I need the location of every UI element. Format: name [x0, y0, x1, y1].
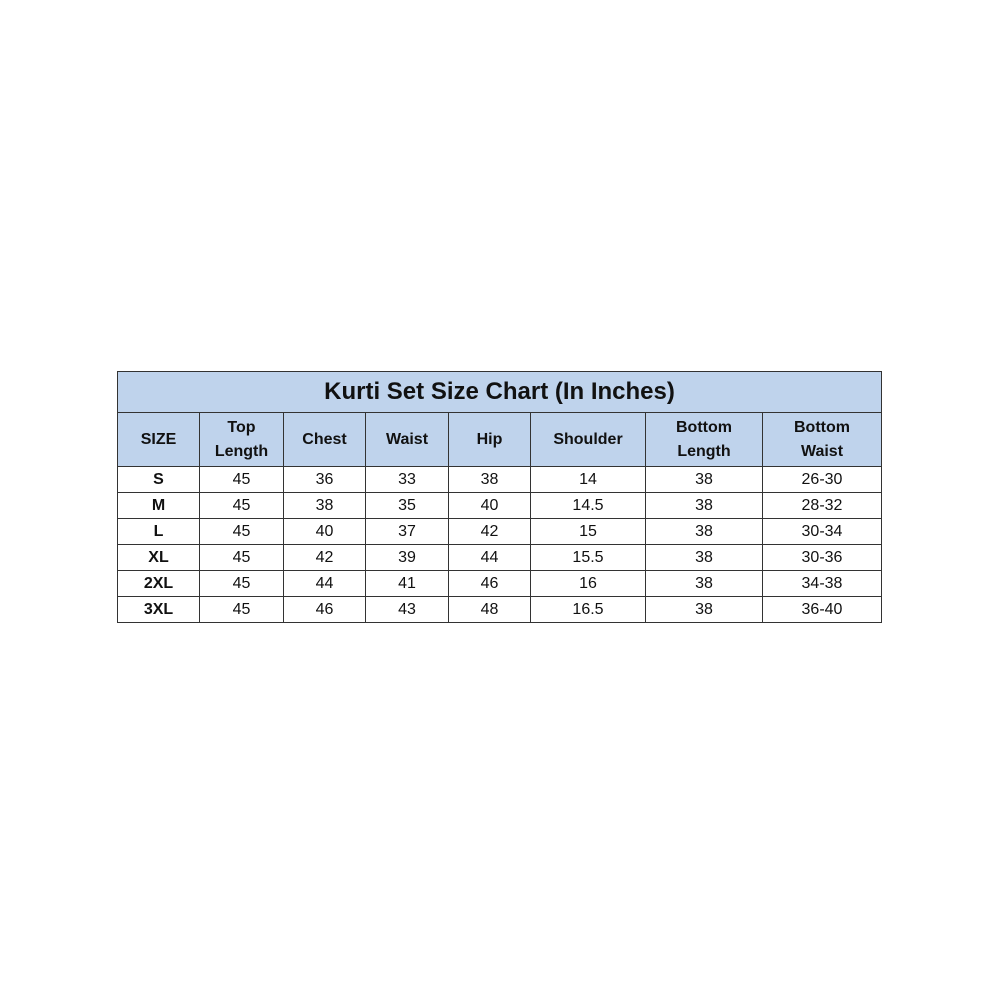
- column-header-text: Shoulder: [553, 430, 623, 448]
- column-header-text: Waist: [385, 430, 429, 448]
- table-cell: 14: [530, 466, 646, 493]
- table-cell: 45: [199, 492, 284, 519]
- column-header-text: Chest: [302, 430, 347, 448]
- column-header-text: Hip: [476, 430, 503, 448]
- column-header-text: Bottom: [794, 418, 850, 436]
- column-header-text: SIZE: [140, 430, 177, 448]
- table-cell: 15.5: [530, 544, 646, 571]
- table-cell: 46: [283, 596, 366, 623]
- column-header: Top Length: [199, 412, 284, 467]
- table-cell: 41: [365, 570, 449, 597]
- size-label-cell: S: [117, 466, 200, 493]
- table-cell: 30-36: [762, 544, 882, 571]
- table-cell: 45: [199, 596, 284, 623]
- size-chart-table: Kurti Set Size Chart (In Inches) SIZE Top…: [117, 371, 882, 623]
- column-header: Bottom Length: [645, 412, 763, 467]
- table-cell: 38: [645, 518, 763, 545]
- table-row: S 45 36 33 38 14 38 26-30: [117, 466, 882, 493]
- table-cell: 48: [448, 596, 531, 623]
- table-cell: 45: [199, 570, 284, 597]
- table-cell: 44: [283, 570, 366, 597]
- column-header-text: Top: [227, 418, 256, 436]
- table-cell: 40: [283, 518, 366, 545]
- table-cell: 43: [365, 596, 449, 623]
- table-row: 3XL 45 46 43 48 16.5 38 36-40: [117, 596, 882, 623]
- table-cell: 42: [448, 518, 531, 545]
- column-header: SIZE: [117, 412, 200, 467]
- table-cell: 38: [645, 466, 763, 493]
- column-header-text: Waist: [800, 442, 844, 460]
- size-label-cell: XL: [117, 544, 200, 571]
- column-header: Waist: [365, 412, 449, 467]
- table-cell: 36: [283, 466, 366, 493]
- table-cell: 38: [448, 466, 531, 493]
- size-label-cell: 3XL: [117, 596, 200, 623]
- table-cell: 30-34: [762, 518, 882, 545]
- table-cell: 45: [199, 544, 284, 571]
- column-header: Shoulder: [530, 412, 646, 467]
- table-cell: 44: [448, 544, 531, 571]
- column-header: Bottom Waist: [762, 412, 882, 467]
- table-cell: 36-40: [762, 596, 882, 623]
- size-label-cell: L: [117, 518, 200, 545]
- table-cell: 38: [645, 492, 763, 519]
- table-cell: 33: [365, 466, 449, 493]
- table-cell: 16.5: [530, 596, 646, 623]
- table-cell: 39: [365, 544, 449, 571]
- header-row: SIZE Top Length Chest Waist Hip Shoulder Bottom…: [117, 412, 882, 467]
- table-cell: 45: [199, 466, 284, 493]
- table-row: XL 45 42 39 44 15.5 38 30-36: [117, 544, 882, 571]
- table-title: Kurti Set Size Chart (In Inches): [117, 371, 882, 413]
- table-cell: 42: [283, 544, 366, 571]
- table-cell: 15: [530, 518, 646, 545]
- table-row: L 45 40 37 42 15 38 30-34: [117, 518, 882, 545]
- table-cell: 38: [645, 544, 763, 571]
- table-cell: 14.5: [530, 492, 646, 519]
- table-cell: 28-32: [762, 492, 882, 519]
- table-cell: 34-38: [762, 570, 882, 597]
- table-cell: 40: [448, 492, 531, 519]
- column-header: Chest: [283, 412, 366, 467]
- table-cell: 37: [365, 518, 449, 545]
- table-row: M 45 38 35 40 14.5 38 28-32: [117, 492, 882, 519]
- table-cell: 46: [448, 570, 531, 597]
- size-label-cell: M: [117, 492, 200, 519]
- table-cell: 38: [645, 570, 763, 597]
- column-header-text: Bottom: [676, 418, 732, 436]
- column-header-text: Length: [677, 442, 731, 460]
- table-cell: 38: [645, 596, 763, 623]
- table-cell: 45: [199, 518, 284, 545]
- table-cell: 38: [283, 492, 366, 519]
- table-cell: 35: [365, 492, 449, 519]
- table-cell: 26-30: [762, 466, 882, 493]
- table-cell: 16: [530, 570, 646, 597]
- table-row: 2XL 45 44 41 46 16 38 34-38: [117, 570, 882, 597]
- size-label-cell: 2XL: [117, 570, 200, 597]
- column-header-text: Length: [214, 442, 269, 460]
- column-header: Hip: [448, 412, 531, 467]
